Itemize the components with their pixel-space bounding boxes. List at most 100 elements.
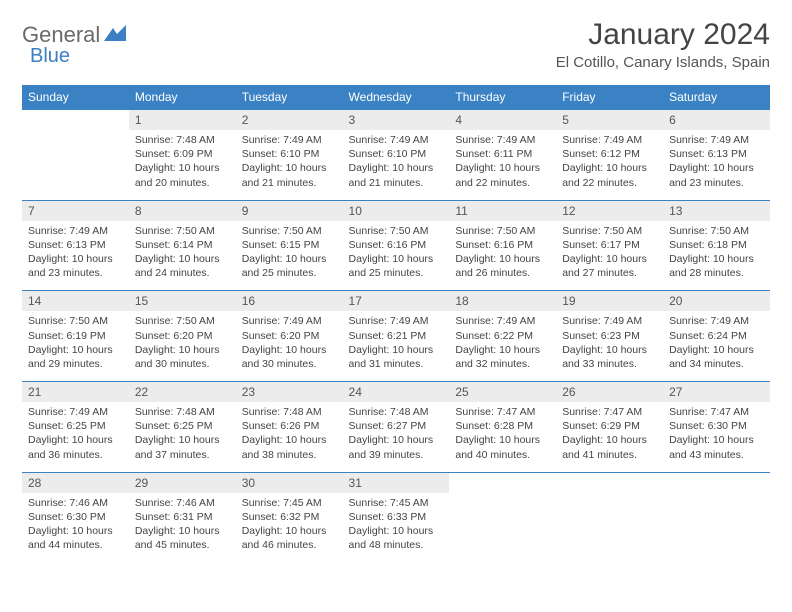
sunset-text: Sunset: 6:22 PM [455, 329, 550, 343]
sunset-text: Sunset: 6:20 PM [242, 329, 337, 343]
daylight-text-2: and 30 minutes. [242, 357, 337, 371]
day-number: 17 [343, 291, 450, 312]
day-number: 22 [129, 382, 236, 403]
day-number: 3 [343, 110, 450, 131]
day-cell: Sunrise: 7:49 AMSunset: 6:20 PMDaylight:… [236, 311, 343, 381]
daynum-row: 14151617181920 [22, 291, 770, 312]
sunrise-text: Sunrise: 7:49 AM [28, 224, 123, 238]
logo-text-general: General [22, 24, 100, 46]
day-number: 4 [449, 110, 556, 131]
daylight-text-2: and 22 minutes. [562, 176, 657, 190]
day-cell: Sunrise: 7:47 AMSunset: 6:28 PMDaylight:… [449, 402, 556, 472]
day-number: 2 [236, 110, 343, 131]
day-number: 30 [236, 472, 343, 493]
day-number: 28 [22, 472, 129, 493]
day-number: 29 [129, 472, 236, 493]
sunset-text: Sunset: 6:21 PM [349, 329, 444, 343]
daynum-row: 21222324252627 [22, 382, 770, 403]
sunset-text: Sunset: 6:14 PM [135, 238, 230, 252]
daylight-text-2: and 46 minutes. [242, 538, 337, 552]
day-cell: Sunrise: 7:49 AMSunset: 6:10 PMDaylight:… [236, 130, 343, 200]
day-number: 26 [556, 382, 663, 403]
day-cell: Sunrise: 7:45 AMSunset: 6:33 PMDaylight:… [343, 493, 450, 563]
daylight-text-1: Daylight: 10 hours [455, 252, 550, 266]
day-cell: Sunrise: 7:50 AMSunset: 6:15 PMDaylight:… [236, 221, 343, 291]
sunrise-text: Sunrise: 7:47 AM [562, 405, 657, 419]
daynum-row: 28293031 [22, 472, 770, 493]
day-number: 15 [129, 291, 236, 312]
sunset-text: Sunset: 6:18 PM [669, 238, 764, 252]
daylight-text-1: Daylight: 10 hours [242, 343, 337, 357]
logo-sub: Blue [30, 46, 70, 67]
daylight-text-1: Daylight: 10 hours [349, 343, 444, 357]
daylight-text-1: Daylight: 10 hours [669, 252, 764, 266]
daylight-text-1: Daylight: 10 hours [669, 161, 764, 175]
daylight-text-1: Daylight: 10 hours [349, 433, 444, 447]
sunrise-text: Sunrise: 7:48 AM [135, 133, 230, 147]
sunset-text: Sunset: 6:29 PM [562, 419, 657, 433]
day-number: 10 [343, 200, 450, 221]
sunrise-text: Sunrise: 7:50 AM [28, 314, 123, 328]
day-number: 13 [663, 200, 770, 221]
sunrise-text: Sunrise: 7:49 AM [562, 133, 657, 147]
sunset-text: Sunset: 6:26 PM [242, 419, 337, 433]
daylight-text-1: Daylight: 10 hours [562, 433, 657, 447]
daylight-text-2: and 25 minutes. [349, 266, 444, 280]
daylight-text-2: and 31 minutes. [349, 357, 444, 371]
sunrise-text: Sunrise: 7:49 AM [669, 133, 764, 147]
sunset-text: Sunset: 6:33 PM [349, 510, 444, 524]
content-row: Sunrise: 7:49 AMSunset: 6:13 PMDaylight:… [22, 221, 770, 291]
daylight-text-1: Daylight: 10 hours [562, 252, 657, 266]
header: General January 2024 El Cotillo, Canary … [22, 18, 770, 71]
sunrise-text: Sunrise: 7:46 AM [135, 496, 230, 510]
month-title: January 2024 [556, 18, 770, 52]
daylight-text-2: and 41 minutes. [562, 448, 657, 462]
daylight-text-2: and 48 minutes. [349, 538, 444, 552]
daylight-text-2: and 44 minutes. [28, 538, 123, 552]
sunset-text: Sunset: 6:30 PM [28, 510, 123, 524]
sunset-text: Sunset: 6:16 PM [349, 238, 444, 252]
daylight-text-2: and 26 minutes. [455, 266, 550, 280]
sunset-text: Sunset: 6:25 PM [135, 419, 230, 433]
daylight-text-2: and 30 minutes. [135, 357, 230, 371]
daylight-text-1: Daylight: 10 hours [28, 343, 123, 357]
day-cell: Sunrise: 7:46 AMSunset: 6:31 PMDaylight:… [129, 493, 236, 563]
day-number [22, 110, 129, 131]
sunset-text: Sunset: 6:25 PM [28, 419, 123, 433]
calendar-table: Sunday Monday Tuesday Wednesday Thursday… [22, 85, 770, 563]
daylight-text-2: and 40 minutes. [455, 448, 550, 462]
sunset-text: Sunset: 6:32 PM [242, 510, 337, 524]
daylight-text-1: Daylight: 10 hours [242, 252, 337, 266]
day-cell: Sunrise: 7:50 AMSunset: 6:16 PMDaylight:… [343, 221, 450, 291]
day-number [663, 472, 770, 493]
sunrise-text: Sunrise: 7:48 AM [135, 405, 230, 419]
daylight-text-1: Daylight: 10 hours [562, 161, 657, 175]
daylight-text-2: and 36 minutes. [28, 448, 123, 462]
daylight-text-1: Daylight: 10 hours [562, 343, 657, 357]
day-number: 24 [343, 382, 450, 403]
daylight-text-2: and 33 minutes. [562, 357, 657, 371]
day-cell: Sunrise: 7:47 AMSunset: 6:30 PMDaylight:… [663, 402, 770, 472]
daylight-text-1: Daylight: 10 hours [28, 433, 123, 447]
day-cell [22, 130, 129, 200]
sunset-text: Sunset: 6:10 PM [349, 147, 444, 161]
daylight-text-2: and 25 minutes. [242, 266, 337, 280]
daylight-text-1: Daylight: 10 hours [349, 524, 444, 538]
day-number: 25 [449, 382, 556, 403]
daylight-text-1: Daylight: 10 hours [669, 433, 764, 447]
sunrise-text: Sunrise: 7:46 AM [28, 496, 123, 510]
day-number: 14 [22, 291, 129, 312]
daylight-text-1: Daylight: 10 hours [242, 433, 337, 447]
sunrise-text: Sunrise: 7:49 AM [669, 314, 764, 328]
daylight-text-1: Daylight: 10 hours [28, 524, 123, 538]
content-row: Sunrise: 7:46 AMSunset: 6:30 PMDaylight:… [22, 493, 770, 563]
dow-sunday: Sunday [22, 85, 129, 110]
sunrise-text: Sunrise: 7:48 AM [349, 405, 444, 419]
sunset-text: Sunset: 6:12 PM [562, 147, 657, 161]
sunrise-text: Sunrise: 7:47 AM [455, 405, 550, 419]
day-cell: Sunrise: 7:48 AMSunset: 6:25 PMDaylight:… [129, 402, 236, 472]
day-cell: Sunrise: 7:47 AMSunset: 6:29 PMDaylight:… [556, 402, 663, 472]
day-number: 19 [556, 291, 663, 312]
daylight-text-2: and 34 minutes. [669, 357, 764, 371]
daylight-text-2: and 39 minutes. [349, 448, 444, 462]
